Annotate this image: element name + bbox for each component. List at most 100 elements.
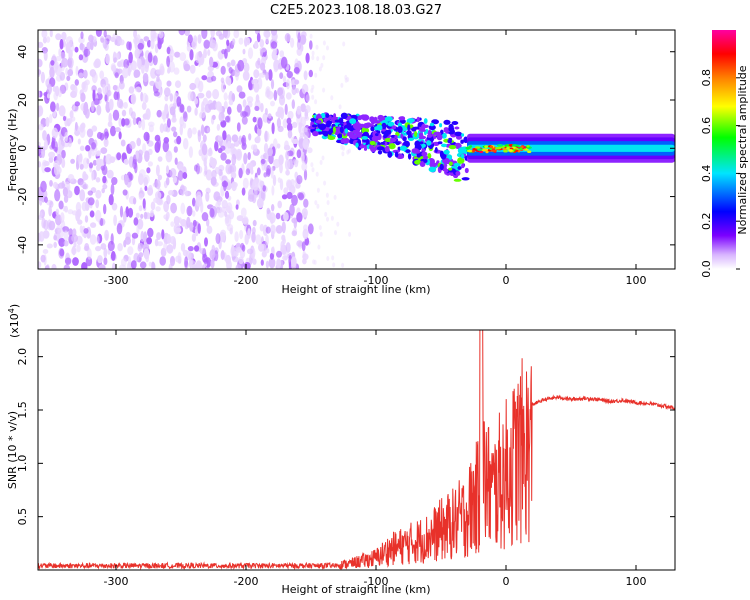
spectrogram-signal-cell [454, 131, 463, 137]
spectrogram-noise-cell [134, 37, 138, 50]
spectrogram-noise-cell [166, 118, 171, 128]
spectrogram-signal-cell [443, 149, 450, 155]
spectrogram-signal-cell [310, 118, 316, 122]
spectrogram-noise-cell [138, 58, 142, 70]
spectrogram-noise-cell [63, 264, 70, 269]
spectrogram-noise-cell [59, 248, 65, 257]
spectrogram-noise-cell [179, 124, 183, 136]
spectrogram-noise-cell [79, 189, 86, 202]
spectrogram-noise-cell [99, 70, 105, 80]
spectrogram-noise-cell [187, 127, 193, 139]
spectrogram-noise-cell [322, 40, 326, 46]
spectrogram-noise-cell [228, 99, 234, 106]
spectrogram-signal-cell [361, 136, 368, 140]
spectrogram-noise-cell [215, 30, 223, 37]
spectrogram-noise-cell [259, 39, 265, 48]
colorbar-ticks: 0.0 0.2 0.4 0.6 0.8 [700, 69, 740, 278]
spectrogram-noise-cell [74, 46, 79, 53]
spectrogram-noise-cell [285, 150, 289, 160]
spectrogram-noise-cell [183, 111, 188, 123]
spectrogram-carrier-cell [519, 147, 523, 150]
spectrogram-noise-cell [84, 243, 90, 251]
spectrogram-noise-cell [144, 61, 149, 73]
spectrogram-noise-cell [136, 137, 141, 147]
spectrogram-noise-cell [269, 212, 276, 224]
spectrogram-noise-cell [61, 31, 67, 41]
spectrogram-noise-cell [340, 82, 344, 88]
spectrogram-noise-cell [248, 133, 252, 141]
spectrogram-noise-cell [96, 104, 102, 116]
spectrogram-noise-cell [149, 80, 156, 86]
spectrogram-noise-cell [266, 207, 271, 215]
spectrogram-signal-cell [397, 126, 403, 133]
spectrogram-noise-cell [247, 228, 251, 240]
spectrogram-noise-cell [142, 72, 149, 83]
y-tick-label: 0.5 [16, 508, 29, 526]
spectrogram-noise-cell [117, 61, 123, 68]
spectrogram-signal-cell [414, 140, 421, 148]
spectrogram-noise-cell [333, 194, 337, 200]
spectrogram-noise-cell [129, 60, 133, 73]
spectrogram-signal-cell [429, 122, 435, 127]
spectrogram-signal-cell [385, 129, 392, 135]
spectrogram-noise-cell [68, 117, 73, 124]
spectrogram-noise-cell [256, 197, 264, 209]
spectrogram-noise-cell [143, 231, 148, 243]
spectrogram-noise-cell [61, 158, 66, 169]
spectrogram-noise-cell [206, 218, 210, 227]
spectrogram-noise-cell [291, 138, 299, 144]
spectrogram-signal-cell [448, 126, 455, 132]
spectrogram-noise-cell [278, 87, 285, 100]
spectrogram-noise-cell [114, 72, 119, 79]
spectrogram-noise-cell [110, 125, 116, 137]
spectrogram-noise-cell [48, 220, 56, 231]
y-tick-label: 2.0 [16, 348, 29, 366]
spectrogram-noise-cell [315, 44, 319, 50]
spectrogram-noise-cell [153, 91, 160, 97]
spectrogram-noise-cell [40, 254, 46, 263]
spectrogram-signal-cell [369, 140, 376, 146]
spectrogram-noise-cell [240, 207, 247, 218]
spectrogram-noise-cell [276, 250, 282, 258]
spectrogram-noise-cell [143, 131, 150, 142]
spectrogram-noise-cell [142, 198, 146, 209]
spectrogram-noise-cell [176, 96, 182, 107]
spectrogram-noise-cell [135, 86, 142, 93]
spectrogram-noise-cell [116, 152, 122, 161]
spectrogram-signal-cell [398, 116, 406, 121]
spectrogram-y-label: Frequency (Hz) [6, 109, 19, 192]
spectrogram-noise-cell [137, 42, 144, 50]
spectrogram-noise-cell [91, 142, 97, 150]
spectrogram-noise-cell [239, 229, 244, 240]
spectrogram-noise-cell [232, 181, 236, 187]
spectrogram-noise-cell [265, 226, 271, 234]
spectrogram-noise-cell [279, 72, 284, 79]
spectrogram-noise-cell [147, 52, 153, 63]
spectrogram-noise-cell [49, 113, 53, 124]
spectrogram-noise-cell [152, 32, 159, 39]
spectrogram-noise-cell [54, 189, 61, 202]
spectrogram-noise-cell [289, 203, 295, 216]
spectrogram-signal-cell [380, 141, 386, 145]
spectrogram-signal-cell [397, 153, 402, 159]
spectrogram-noise-cell [57, 228, 64, 239]
spectrogram-noise-cell [184, 256, 189, 268]
spectrogram-signal-cell [423, 159, 428, 163]
spectrogram-noise-cell [344, 74, 348, 80]
spectrogram-noise-cell [89, 234, 97, 245]
spectrogram-noise-cell [284, 140, 289, 150]
spectrogram-noise-cell [62, 115, 67, 121]
spectrogram-noise-cell [200, 124, 205, 136]
spectrogram-noise-cell [141, 64, 145, 74]
spectrogram-noise-cell [291, 121, 298, 128]
spectrogram-noise-cell [207, 49, 211, 56]
colorbar-tick-label: 0.2 [700, 212, 713, 230]
spectrogram-noise-cell [63, 240, 69, 247]
spectrogram-noise-cell [163, 214, 169, 220]
spectrogram-noise-cell [121, 109, 127, 117]
spectrogram-noise-cell [271, 122, 275, 135]
spectrogram-noise-cell [205, 90, 212, 99]
spectrogram-noise-cell [252, 226, 256, 235]
spectrogram-noise-cell [131, 232, 139, 239]
spectrogram-signal-cell [374, 120, 381, 124]
